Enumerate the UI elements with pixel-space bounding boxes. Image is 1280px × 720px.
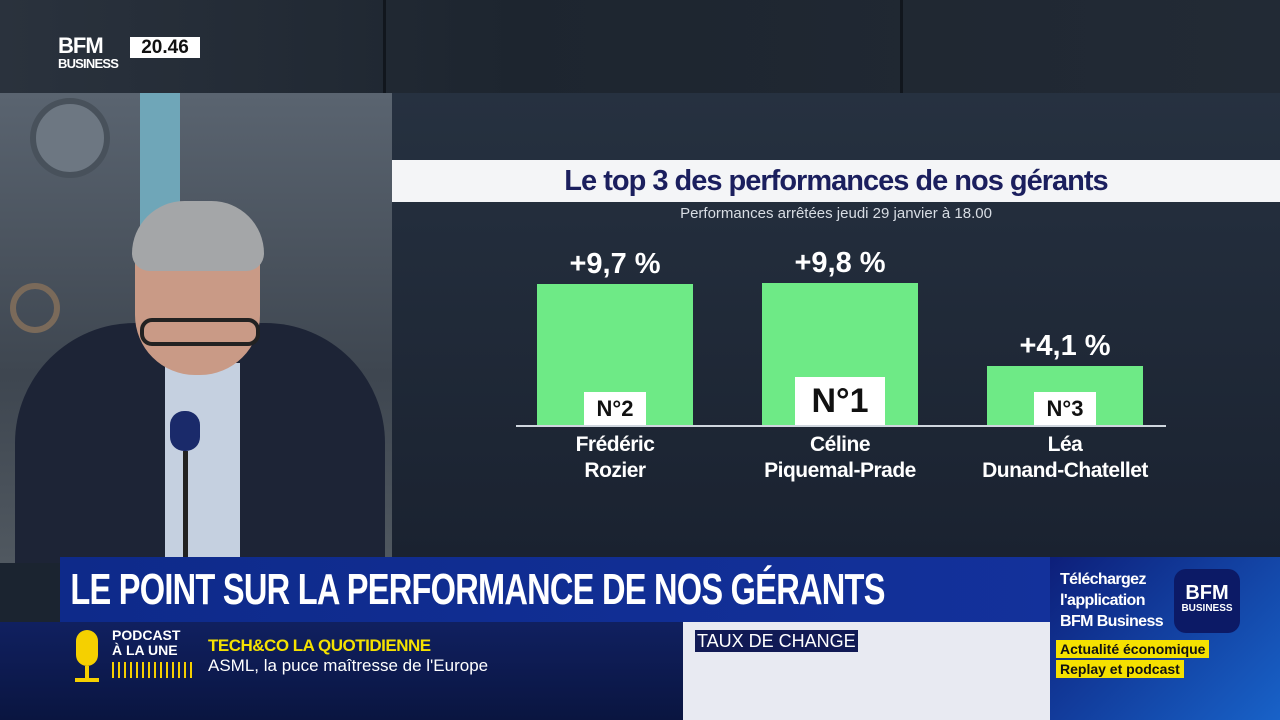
x-axis <box>516 425 1166 427</box>
app-promo: Téléchargez l'application BFM Business B… <box>1050 557 1280 720</box>
clock: 20.46 <box>130 37 200 58</box>
category-label: Frédéric Rozier <box>510 432 720 484</box>
podcast-topic: ASML, la puce maîtresse de l'Europe <box>208 656 489 675</box>
panel-divider <box>900 0 903 93</box>
app-logo: BFM BUSINESS <box>1174 569 1240 633</box>
microphone-icon <box>170 411 200 451</box>
value-label: +4,1 % <box>1019 329 1111 362</box>
exchange-rates-panel: TAUX DE CHANGE <box>683 622 1050 720</box>
rank-badge: N°3 <box>1034 392 1096 425</box>
category-label-line: Dunand-Chatellet <box>982 459 1148 482</box>
headline-banner: LE POINT SUR LA PERFORMANCE DE NOS GÉRAN… <box>60 557 1050 622</box>
chart-title: Le top 3 des performances de nos gérants <box>564 165 1108 197</box>
rank-badge: N°1 <box>795 377 885 425</box>
rank-badge: N°2 <box>584 392 646 425</box>
category-label-line: Piquemal-Prade <box>764 459 916 482</box>
promo-tag: Actualité économique <box>1056 640 1210 658</box>
channel-logo: BFM BUSINESS <box>58 33 119 72</box>
category-label-line: Céline <box>809 433 871 456</box>
promo-tag: Replay et podcast <box>1056 660 1184 678</box>
audio-wave-icon <box>112 662 196 678</box>
value-label: +9,7 % <box>569 248 661 281</box>
studio-top-panels <box>0 0 1280 93</box>
value-label: +9,8 % <box>794 246 886 279</box>
category-label: Léa Dunand-Chatellet <box>960 432 1170 484</box>
panel-divider <box>383 0 386 93</box>
podcast-show: TECH&CO LA QUOTIDIENNE <box>208 636 431 655</box>
podcast-mic-icon <box>76 630 98 666</box>
studio-background <box>0 93 392 563</box>
category-label-line: Rozier <box>584 459 646 482</box>
headline-text: LE POINT SUR LA PERFORMANCE DE NOS GÉRAN… <box>70 565 885 614</box>
category-label-line: Léa <box>1047 433 1083 456</box>
category-label: Céline Piquemal-Prade <box>735 432 945 484</box>
chart-subtitle: Performances arrêtées jeudi 29 janvier à… <box>680 205 992 222</box>
category-label-line: Frédéric <box>575 433 655 456</box>
